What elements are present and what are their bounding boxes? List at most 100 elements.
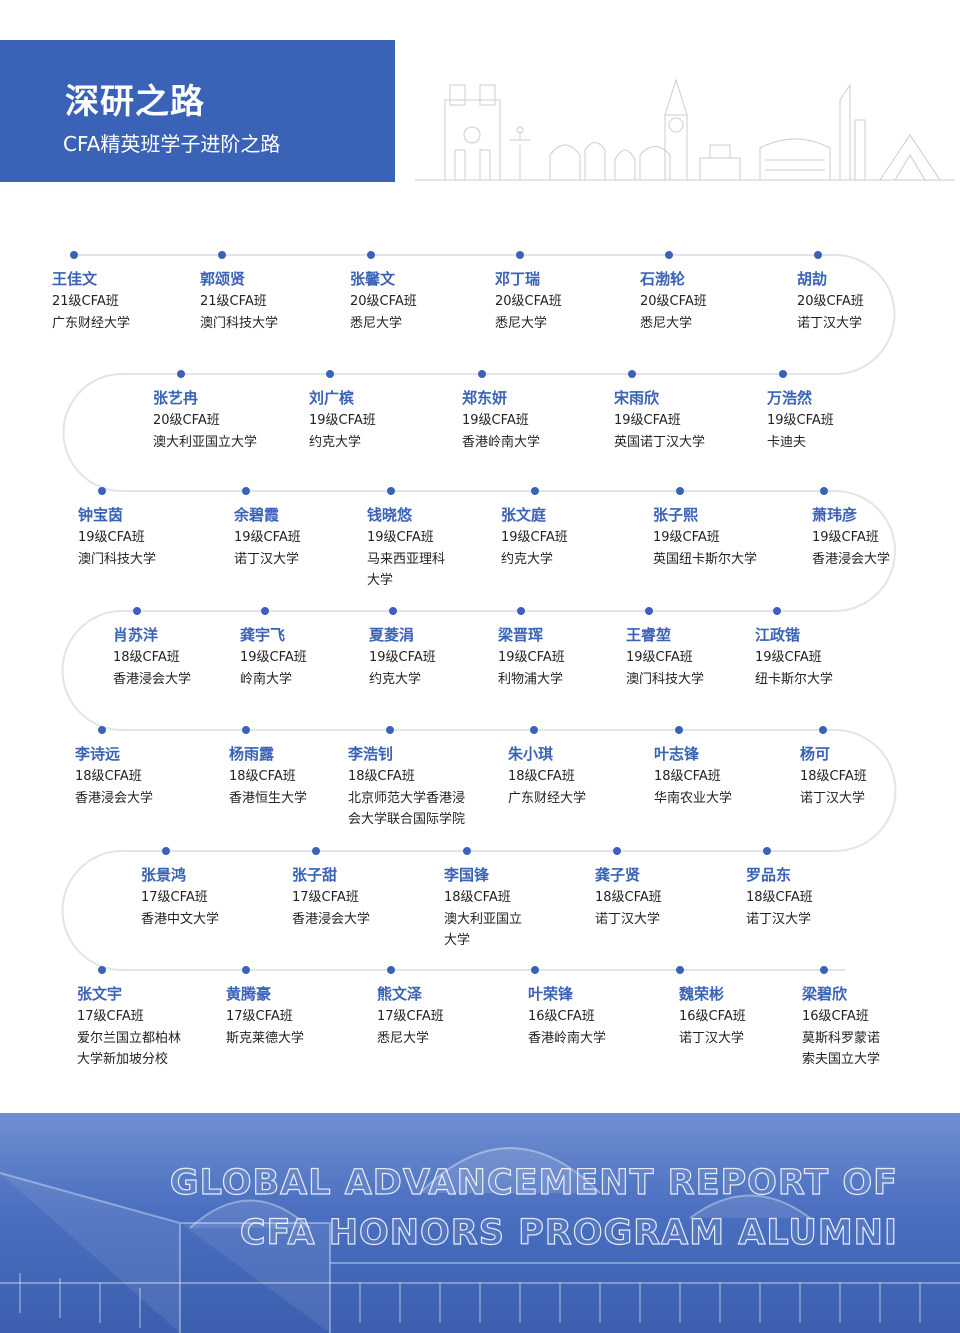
alumni-school: 澳门科技大学 — [200, 315, 279, 331]
timeline-dot — [242, 966, 250, 974]
timeline-dot — [628, 370, 636, 378]
alumni-entry: 梁晋珲 19级CFA班 利物浦大学 — [498, 623, 565, 690]
alumni-entry: 张子熙 19级CFA班 英国纽卡斯尔大学 — [653, 503, 757, 570]
timeline-dot — [218, 251, 226, 259]
alumni-school: 香港浸会大学 — [75, 790, 154, 806]
alumni-entry: 张文庭 19级CFA班 约克大学 — [501, 503, 568, 570]
timeline-dot — [820, 966, 828, 974]
alumni-entry: 朱小琪 18级CFA班 广东财经大学 — [508, 742, 586, 809]
alumni-school: 英国诺丁汉大学 — [614, 434, 706, 450]
alumni-class: 20级CFA班 — [640, 294, 707, 309]
alumni-entry: 黄腾豪 17级CFA班 斯克莱德大学 — [226, 982, 304, 1049]
alumni-school: 莫斯科罗蒙诺 — [802, 1030, 881, 1046]
alumni-class: 18级CFA班 — [113, 650, 180, 665]
alumni-class: 19级CFA班 — [498, 650, 565, 665]
alumni-entry: 杨雨露 18级CFA班 香港恒生大学 — [229, 742, 307, 809]
alumni-school: 诺丁汉大学 — [797, 315, 863, 331]
alumni-class: 16级CFA班 — [679, 1009, 746, 1024]
alumni-entry: 余碧霞 19级CFA班 诺丁汉大学 — [234, 503, 301, 570]
timeline-dot — [98, 726, 106, 734]
alumni-name: 肖苏洋 — [113, 626, 159, 644]
alumni-name: 梁晋珲 — [498, 626, 544, 644]
alumni-name: 李浩钊 — [348, 745, 394, 763]
alumni-school: 诺丁汉大学 — [595, 911, 661, 927]
alumni-school: 广东财经大学 — [52, 315, 131, 331]
alumni-school: 悉尼大学 — [640, 315, 693, 331]
alumni-entry: 叶志锋 18级CFA班 华南农业大学 — [654, 742, 732, 809]
alumni-name: 龚子贤 — [595, 866, 641, 884]
alumni-entry: 石渤轮 20级CFA班 悉尼大学 — [640, 267, 707, 334]
alumni-school: 香港中文大学 — [141, 911, 220, 927]
alumni-class: 19级CFA班 — [78, 530, 145, 545]
alumni-class: 20级CFA班 — [153, 413, 220, 428]
alumni-class: 18级CFA班 — [348, 769, 415, 784]
alumni-entry: 熊文泽 17级CFA班 悉尼大学 — [377, 982, 444, 1049]
alumni-entry: 江政锴 19级CFA班 纽卡斯尔大学 — [755, 623, 833, 690]
alumni-name: 叶荣锋 — [528, 985, 574, 1003]
alumni-class: 19级CFA班 — [309, 413, 376, 428]
alumni-entry: 杨可 18级CFA班 诺丁汉大学 — [800, 742, 867, 809]
alumni-class: 17级CFA班 — [77, 1009, 144, 1024]
timeline-dot — [463, 847, 471, 855]
timeline-dot — [387, 487, 395, 495]
timeline-dot — [675, 726, 683, 734]
timeline-dot — [819, 726, 827, 734]
alumni-entry: 王睿堃 19级CFA班 澳门科技大学 — [626, 623, 704, 690]
alumni-name: 王佳文 — [52, 270, 98, 288]
timeline-dot — [517, 607, 525, 615]
alumni-class: 19级CFA班 — [501, 530, 568, 545]
timeline-dot — [387, 966, 395, 974]
timeline-dot — [177, 370, 185, 378]
timeline-dot — [531, 966, 539, 974]
alumni-school: 诺丁汉大学 — [800, 790, 866, 806]
alumni-class: 16级CFA班 — [802, 1009, 869, 1024]
timeline-dot — [389, 607, 397, 615]
alumni-school: 诺丁汉大学 — [746, 911, 812, 927]
alumni-school: 北京师范大学香港浸 — [348, 790, 466, 806]
alumni-entry: 张文宇 17级CFA班 爱尔兰国立都柏林 大学新加坡分校 — [77, 982, 181, 1071]
timeline-dot — [676, 487, 684, 495]
alumni-name: 梁碧欣 — [802, 985, 848, 1003]
alumni-class: 19级CFA班 — [234, 530, 301, 545]
alumni-entry: 胡劼 20级CFA班 诺丁汉大学 — [797, 267, 864, 334]
alumni-class: 20级CFA班 — [350, 294, 417, 309]
timeline-dot — [814, 251, 822, 259]
timeline-dot — [613, 847, 621, 855]
footer-title-line2: CFA HONORS PROGRAM ALUMNI — [239, 1212, 898, 1253]
footer-title-line1: GLOBAL ADVANCEMENT REPORT OF — [169, 1162, 898, 1203]
alumni-school: 大学新加坡分校 — [77, 1052, 169, 1067]
alumni-entry: 萧玮彦 19级CFA班 香港浸会大学 — [812, 503, 890, 570]
timeline-dot — [133, 607, 141, 615]
alumni-name: 魏荣彬 — [679, 985, 725, 1003]
alumni-class: 19级CFA班 — [755, 650, 822, 665]
alumni-school: 爱尔兰国立都柏林 — [77, 1030, 182, 1046]
alumni-name: 李诗远 — [75, 745, 121, 763]
alumni-name: 邓丁瑞 — [495, 270, 541, 288]
timeline-dot — [516, 251, 524, 259]
alumni-school: 悉尼大学 — [495, 315, 548, 331]
alumni-class: 18级CFA班 — [800, 769, 867, 784]
alumni-class: 19级CFA班 — [462, 413, 529, 428]
alumni-name: 钱晓悠 — [367, 506, 413, 524]
header-banner: 深研之路 CFA精英班学子进阶之路 — [0, 40, 395, 182]
alumni-entry: 郑东妍 19级CFA班 香港岭南大学 — [462, 386, 540, 453]
alumni-school: 香港浸会大学 — [812, 551, 891, 567]
alumni-school: 纽卡斯尔大学 — [755, 671, 834, 687]
alumni-school: 悉尼大学 — [350, 315, 403, 331]
alumni-name: 张子甜 — [292, 866, 338, 884]
alumni-name: 宋雨欣 — [614, 389, 660, 407]
alumni-class: 19级CFA班 — [614, 413, 681, 428]
alumni-school: 诺丁汉大学 — [234, 551, 300, 567]
alumni-class: 18级CFA班 — [746, 890, 813, 905]
alumni-class: 19级CFA班 — [626, 650, 693, 665]
alumni-name: 郑东妍 — [462, 389, 508, 407]
alumni-entry: 李浩钊 18级CFA班 北京师范大学香港浸 会大学联合国际学院 — [348, 742, 465, 831]
alumni-class: 19级CFA班 — [240, 650, 307, 665]
alumni-entry: 张景鸿 17级CFA班 香港中文大学 — [141, 863, 219, 930]
alumni-name: 钟宝茵 — [78, 506, 124, 524]
alumni-entry: 刘广槟 19级CFA班 约克大学 — [309, 386, 376, 453]
alumni-school: 约克大学 — [309, 434, 362, 450]
timeline-dot — [386, 726, 394, 734]
timeline-dot — [645, 607, 653, 615]
alumni-name: 李国锋 — [444, 866, 490, 884]
